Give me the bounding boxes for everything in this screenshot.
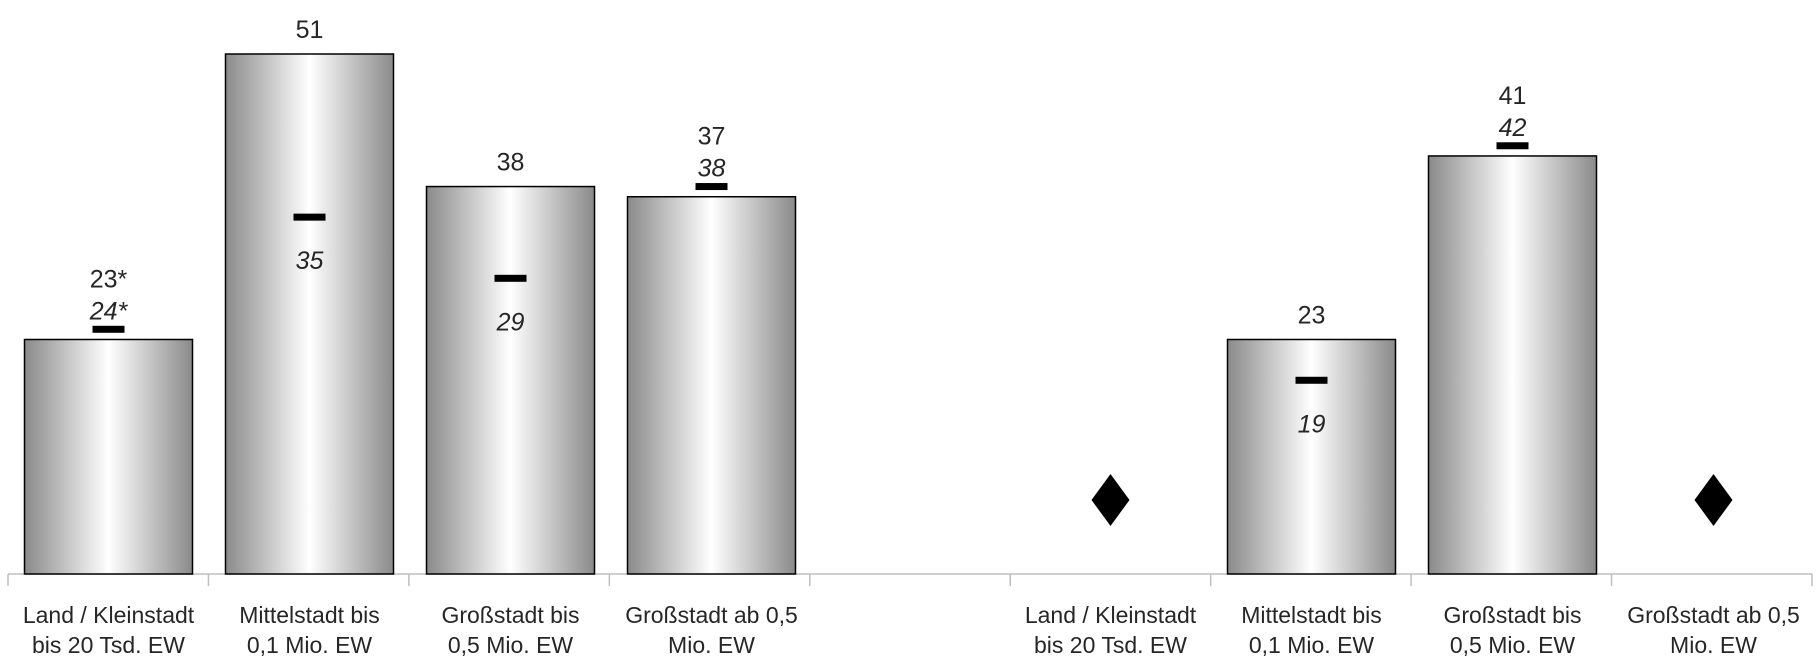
bar-value-label: 51 bbox=[296, 16, 324, 44]
labels: Land / Kleinstadt bis 20 Tsd. EW 23* 24* Mit… bbox=[23, 16, 1800, 658]
bar-value-label: 41 bbox=[1499, 82, 1527, 110]
marker-value-label: 24* bbox=[89, 297, 129, 325]
bar bbox=[23, 338, 194, 575]
x-tick-label: Großstadt bis bbox=[1443, 602, 1581, 628]
x-tick-label: Mittelstadt bis bbox=[239, 602, 380, 628]
x-tick-label: 0,1 Mio. EW bbox=[1249, 632, 1375, 658]
bar bbox=[224, 53, 395, 575]
bars bbox=[23, 53, 1733, 575]
x-tick-label: 0,1 Mio. EW bbox=[247, 632, 373, 658]
marker-value-label: 42 bbox=[1499, 114, 1527, 142]
comparison-marker bbox=[293, 213, 326, 221]
marker-value-label: 29 bbox=[496, 308, 525, 336]
x-tick-label: bis 20 Tsd. EW bbox=[1034, 632, 1187, 658]
comparison-marker bbox=[92, 325, 125, 333]
bar-value-label: 37 bbox=[698, 123, 726, 151]
bar-value-label: 23 bbox=[1298, 301, 1326, 329]
x-axis bbox=[7, 573, 1813, 586]
x-tick-label: Land / Kleinstadt bbox=[1025, 602, 1197, 628]
x-tick-label: Land / Kleinstadt bbox=[23, 602, 195, 628]
comparison-marker bbox=[695, 183, 728, 191]
x-tick-label: Mio. EW bbox=[668, 632, 755, 658]
bar-value-label: 23* bbox=[90, 265, 128, 293]
x-tick-label: 0,5 Mio. EW bbox=[448, 632, 574, 658]
x-tick-label: Großstadt bis bbox=[441, 602, 579, 628]
bar bbox=[1427, 155, 1598, 575]
missing-data-diamond bbox=[1091, 474, 1130, 526]
missing-data-diamond bbox=[1694, 474, 1733, 526]
comparison-marker bbox=[1496, 142, 1529, 150]
comparison-marker bbox=[1295, 376, 1328, 384]
bar bbox=[425, 185, 596, 575]
marker-value-label: 35 bbox=[296, 247, 324, 275]
marker-value-label: 19 bbox=[1298, 410, 1326, 438]
bar bbox=[626, 195, 797, 575]
x-tick-label: Großstadt ab 0,5 bbox=[625, 602, 798, 628]
comparison-marker bbox=[494, 274, 527, 282]
bar bbox=[1226, 338, 1397, 575]
bar-value-label: 38 bbox=[497, 149, 525, 177]
x-tick-label: bis 20 Tsd. EW bbox=[32, 632, 185, 658]
x-tick-label: Großstadt ab 0,5 bbox=[1627, 602, 1800, 628]
x-tick-label: 0,5 Mio. EW bbox=[1450, 632, 1576, 658]
marker-value-label: 38 bbox=[698, 155, 726, 183]
x-tick-label: Mittelstadt bis bbox=[1241, 602, 1382, 628]
x-tick-label: Mio. EW bbox=[1670, 632, 1757, 658]
